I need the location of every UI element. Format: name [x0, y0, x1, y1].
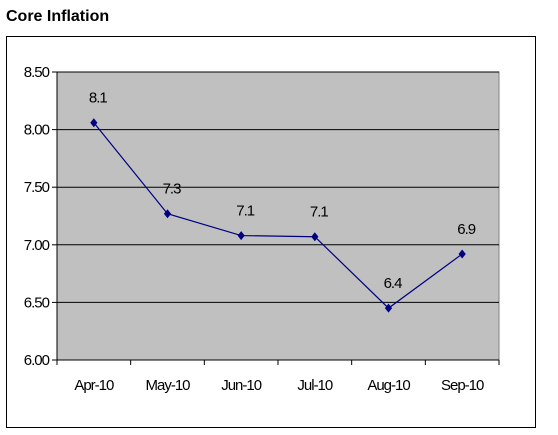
data-point-marker	[90, 118, 98, 128]
data-label: 7.3	[163, 181, 182, 198]
data-label: 7.1	[310, 204, 329, 221]
series-line	[93, 122, 463, 309]
data-label: 8.1	[89, 90, 108, 107]
y-tick-label: 8.50	[24, 64, 50, 81]
x-tick-label: Aug-10	[367, 377, 410, 394]
x-tick-label: Apr-10	[74, 377, 114, 394]
data-label: 6.4	[384, 275, 403, 292]
y-tick-label: 8.00	[24, 122, 50, 139]
series-markers	[90, 118, 466, 313]
data-point-marker	[458, 249, 466, 259]
y-tick-label: 7.00	[24, 237, 50, 254]
x-axis-ticks: Apr-10 May-10 Jun-10 Jul-10 Aug-10 Sep-10	[56, 360, 500, 394]
x-tick-label: Sep-10	[441, 377, 484, 394]
chart-title: Core Inflation	[6, 8, 110, 25]
data-point-marker	[311, 232, 319, 242]
x-tick-label: Jun-10	[221, 377, 262, 394]
data-point-marker	[163, 209, 172, 219]
x-tick-label: Jul-10	[297, 377, 333, 394]
y-tick-label: 7.50	[24, 179, 50, 196]
data-label: 7.1	[236, 203, 255, 220]
x-tick-label: May-10	[145, 377, 190, 394]
plot-area	[56, 71, 500, 361]
y-tick-label: 6.50	[24, 294, 50, 311]
data-point-marker	[237, 231, 245, 241]
data-labels: 8.1 7.3 7.1 7.1 6.4 6.9	[89, 90, 477, 292]
data-label: 6.9	[457, 221, 476, 238]
data-point-marker	[384, 303, 393, 313]
y-tick-label: 6.00	[24, 352, 50, 369]
chart-frame	[6, 36, 536, 428]
y-axis-ticks: 6.00 6.50 7.00 7.50 8.00 8.50	[24, 64, 57, 369]
gridlines	[57, 71, 499, 303]
